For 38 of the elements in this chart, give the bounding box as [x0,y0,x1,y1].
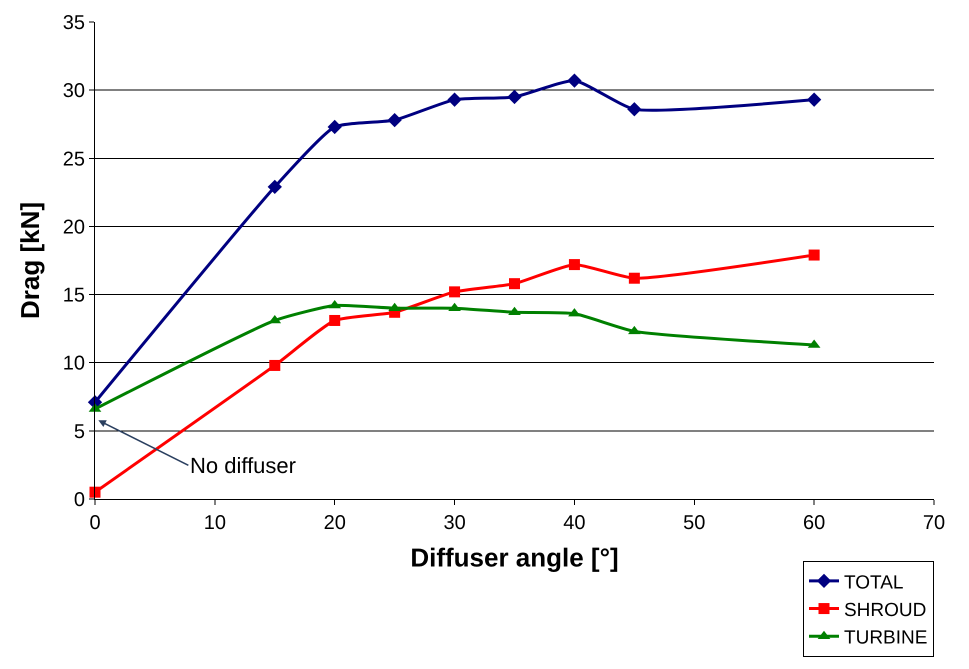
x-tick-label: 60 [803,512,826,534]
point [806,92,822,107]
legend-label: SHROUD [844,600,926,621]
y-tick-label: 5 [74,420,85,443]
point [507,90,522,104]
y-axis-title: Drag [kN] [15,202,46,320]
point [567,73,582,88]
x-axis-title: Diffuser angle [°] [410,542,619,573]
point [269,360,280,371]
y-tick-label: 35 [62,12,85,34]
x-tick-label: 0 [89,512,101,534]
point [328,120,342,134]
point [268,180,282,194]
x-tick-label: 20 [324,512,346,534]
point [627,102,642,116]
point [90,486,100,498]
point [449,286,460,298]
point [509,278,520,290]
y-tick-label: 25 [62,148,85,170]
x-tick-label: 40 [563,512,586,534]
x-tick-label: 50 [683,512,706,534]
y-tick-label: 15 [62,284,85,307]
annotation: No diffuser [190,453,296,478]
y-tick-label: 0 [74,489,85,511]
legend-label: TURBINE [844,628,928,649]
point [808,250,820,261]
y-tick-label: 30 [62,80,85,102]
legend-label: TOTAL [844,572,904,594]
y-tick-label: 10 [62,352,85,375]
y-tick-label: 20 [62,216,85,238]
point [628,272,640,284]
point [447,92,462,107]
x-tick-label: 30 [443,512,466,534]
x-tick-label: 70 [922,512,946,534]
point [387,112,402,128]
x-tick-label: 10 [204,512,226,534]
point [568,259,580,270]
point [329,314,340,326]
